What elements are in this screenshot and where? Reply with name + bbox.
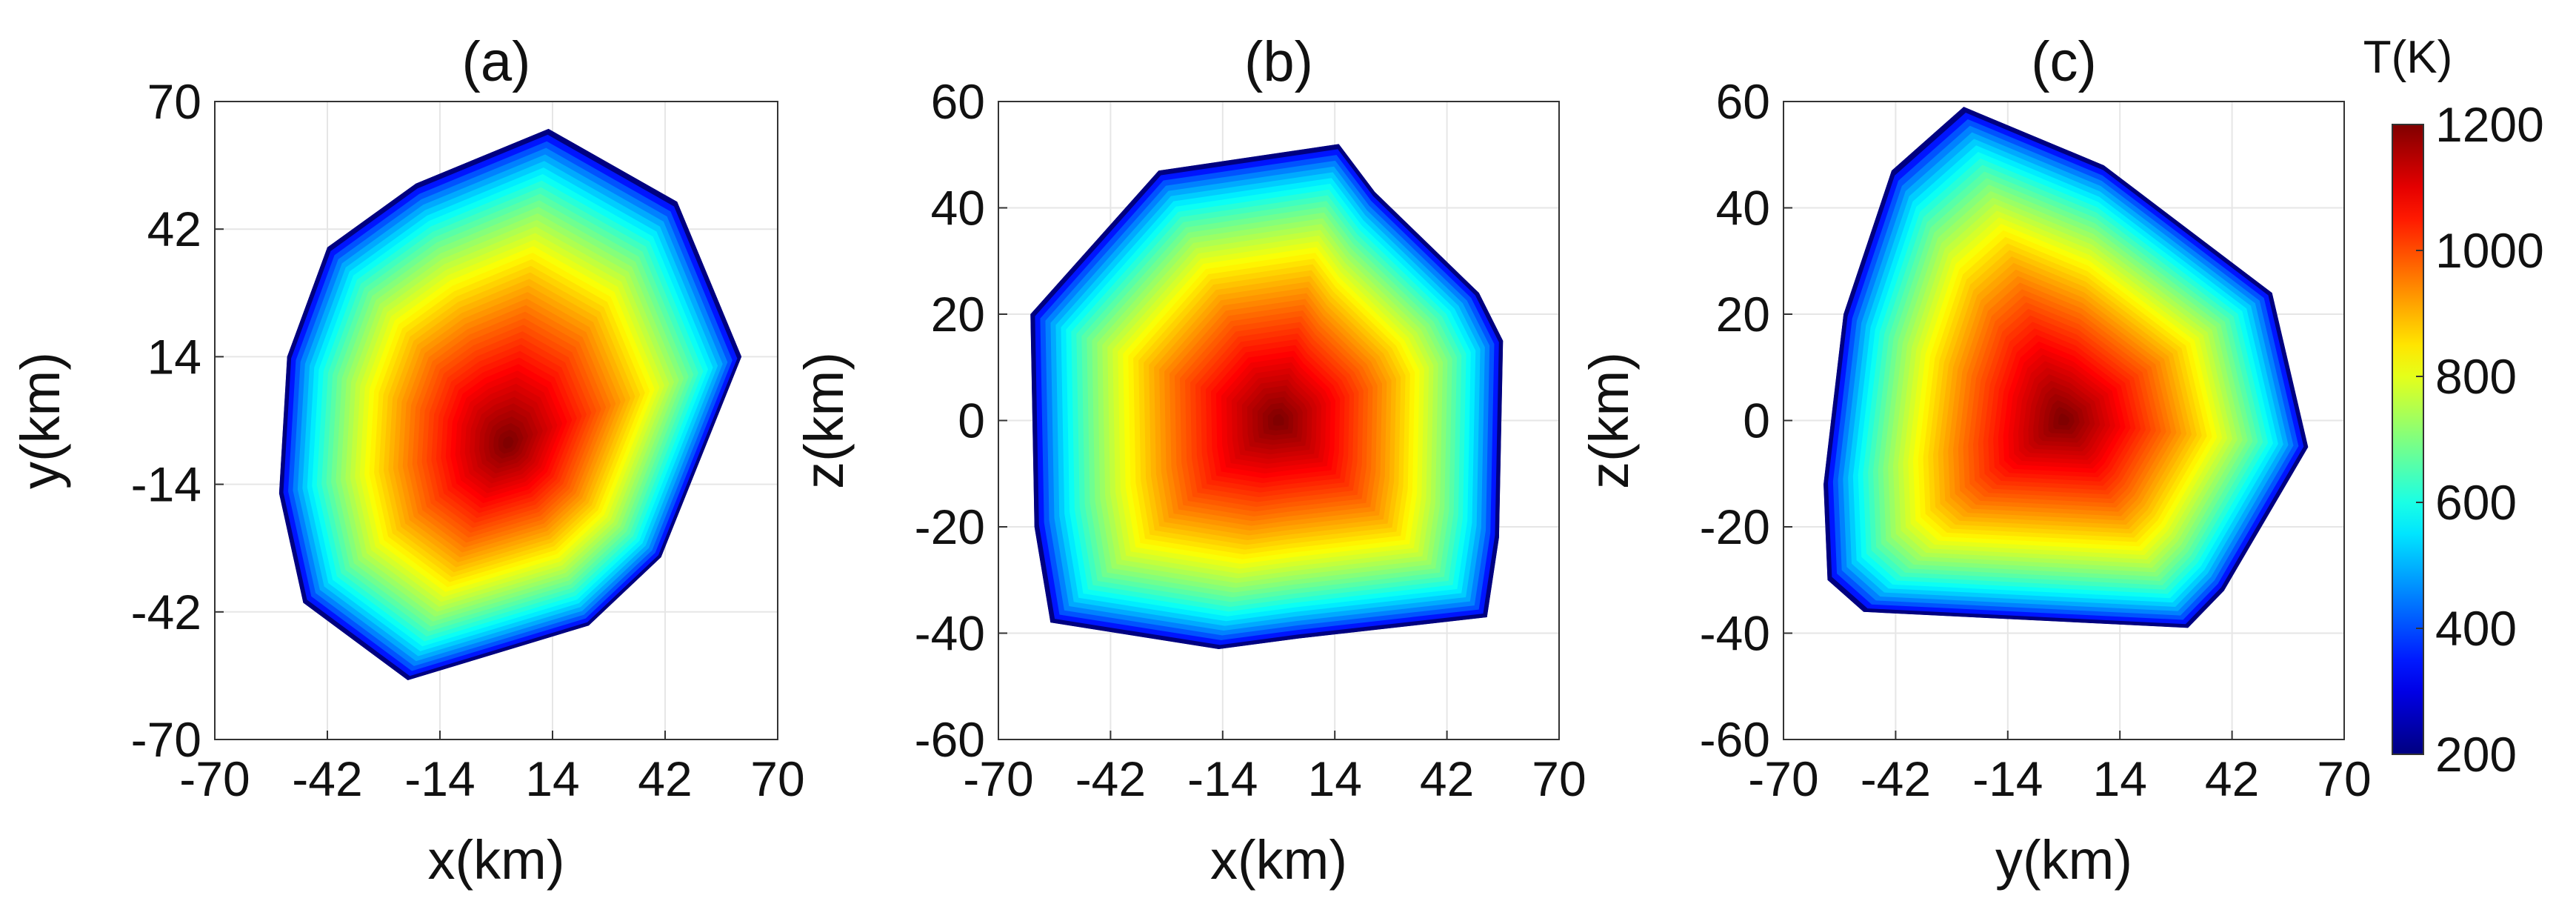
y-tick-label: -70 xyxy=(131,712,201,767)
y-tick-label: -40 xyxy=(1700,606,1770,661)
x-tick-label: -14 xyxy=(1972,751,2043,806)
colorbar-gradient xyxy=(2392,124,2424,755)
colorbar-tick-label: 1200 xyxy=(2435,97,2544,152)
y-tick-label: 40 xyxy=(1716,181,1770,236)
x-axis-label: x(km) xyxy=(428,829,565,891)
y-axis-label: z(km) xyxy=(793,352,855,489)
temperature-field xyxy=(1030,144,1504,650)
panel-b: -70 -42 -14 14 42 70 -60 -40 -20 0 20 40 60 x(km) z(km… xyxy=(793,30,1586,891)
colorbar-tick-label: 1000 xyxy=(2435,223,2544,278)
x-tick-label: -70 xyxy=(179,751,250,806)
x-tick-label: 70 xyxy=(750,751,804,806)
x-tick-label: -14 xyxy=(404,751,475,806)
x-tick-label: 14 xyxy=(1307,751,1361,806)
y-tick-label: -60 xyxy=(915,712,985,767)
x-tick-label: -14 xyxy=(1187,751,1258,806)
y-tick-label: 20 xyxy=(931,287,985,342)
x-tick-label: 70 xyxy=(2317,751,2371,806)
x-tick-label: 42 xyxy=(1420,751,1474,806)
y-tick-label: -14 xyxy=(131,457,201,512)
y-tick-label: 0 xyxy=(958,393,985,448)
y-tick-label: 60 xyxy=(1716,74,1770,129)
panel-title: (a) xyxy=(462,30,531,93)
x-tick-label: 42 xyxy=(2205,751,2259,806)
x-tick-label: -42 xyxy=(1861,751,1931,806)
colorbar: 200 400 600 800 1000 1200 T(K) xyxy=(2363,32,2544,782)
panel-title: (c) xyxy=(2031,30,2097,93)
colorbar-tick-label: 800 xyxy=(2435,349,2517,404)
panel-c: -70 -42 -14 14 42 70 -60 -40 -20 0 20 40 60 y(km) z(km… xyxy=(1578,30,2372,891)
panels: -70 -42 -14 14 42 70 -70 -42 -14 14 42 70 x(km) y(km)… xyxy=(10,30,2372,891)
x-axis-label: y(km) xyxy=(1995,829,2132,891)
y-axis-label: y(km) xyxy=(10,352,71,489)
y-tick-label: 42 xyxy=(147,202,201,256)
colorbar-title: T(K) xyxy=(2363,32,2453,83)
x-tick-label: 14 xyxy=(525,751,579,806)
x-tick-label: -70 xyxy=(1748,751,1818,806)
x-tick-label: -42 xyxy=(1075,751,1146,806)
y-tick-label: -60 xyxy=(1700,712,1770,767)
temperature-field xyxy=(278,128,742,681)
y-tick-label: -20 xyxy=(915,499,985,554)
y-tick-label: -40 xyxy=(915,606,985,661)
colorbar-tick-label: 600 xyxy=(2435,475,2517,530)
y-tick-label: 40 xyxy=(931,181,985,236)
y-tick-label: 20 xyxy=(1716,287,1770,342)
y-tick-label: -20 xyxy=(1700,499,1770,554)
temperature-field xyxy=(1823,107,2309,628)
contour-level xyxy=(503,436,514,449)
x-tick-label: -70 xyxy=(963,751,1033,806)
axes-frame xyxy=(214,101,778,740)
panel-a: -70 -42 -14 14 42 70 -70 -42 -14 14 42 70 x(km) y(km)… xyxy=(10,30,805,891)
colorbar-tick-label: 200 xyxy=(2435,727,2517,782)
y-tick-label: 0 xyxy=(1743,393,1770,448)
contour-level xyxy=(1272,413,1284,426)
x-tick-label: 70 xyxy=(1532,751,1586,806)
y-tick-label: 60 xyxy=(931,74,985,129)
x-tick-label: -42 xyxy=(292,751,362,806)
panel-title: (b) xyxy=(1244,30,1313,93)
x-tick-label: 42 xyxy=(638,751,692,806)
contour-level xyxy=(2058,413,2070,426)
x-tick-label: 14 xyxy=(2092,751,2146,806)
y-tick-label: -42 xyxy=(131,585,201,639)
colorbar-tick-label: 400 xyxy=(2435,601,2517,656)
x-axis-label: x(km) xyxy=(1210,829,1347,891)
y-tick-label: 14 xyxy=(147,329,201,384)
y-tick-label: 70 xyxy=(147,74,201,129)
y-axis-label: z(km) xyxy=(1578,352,1640,489)
